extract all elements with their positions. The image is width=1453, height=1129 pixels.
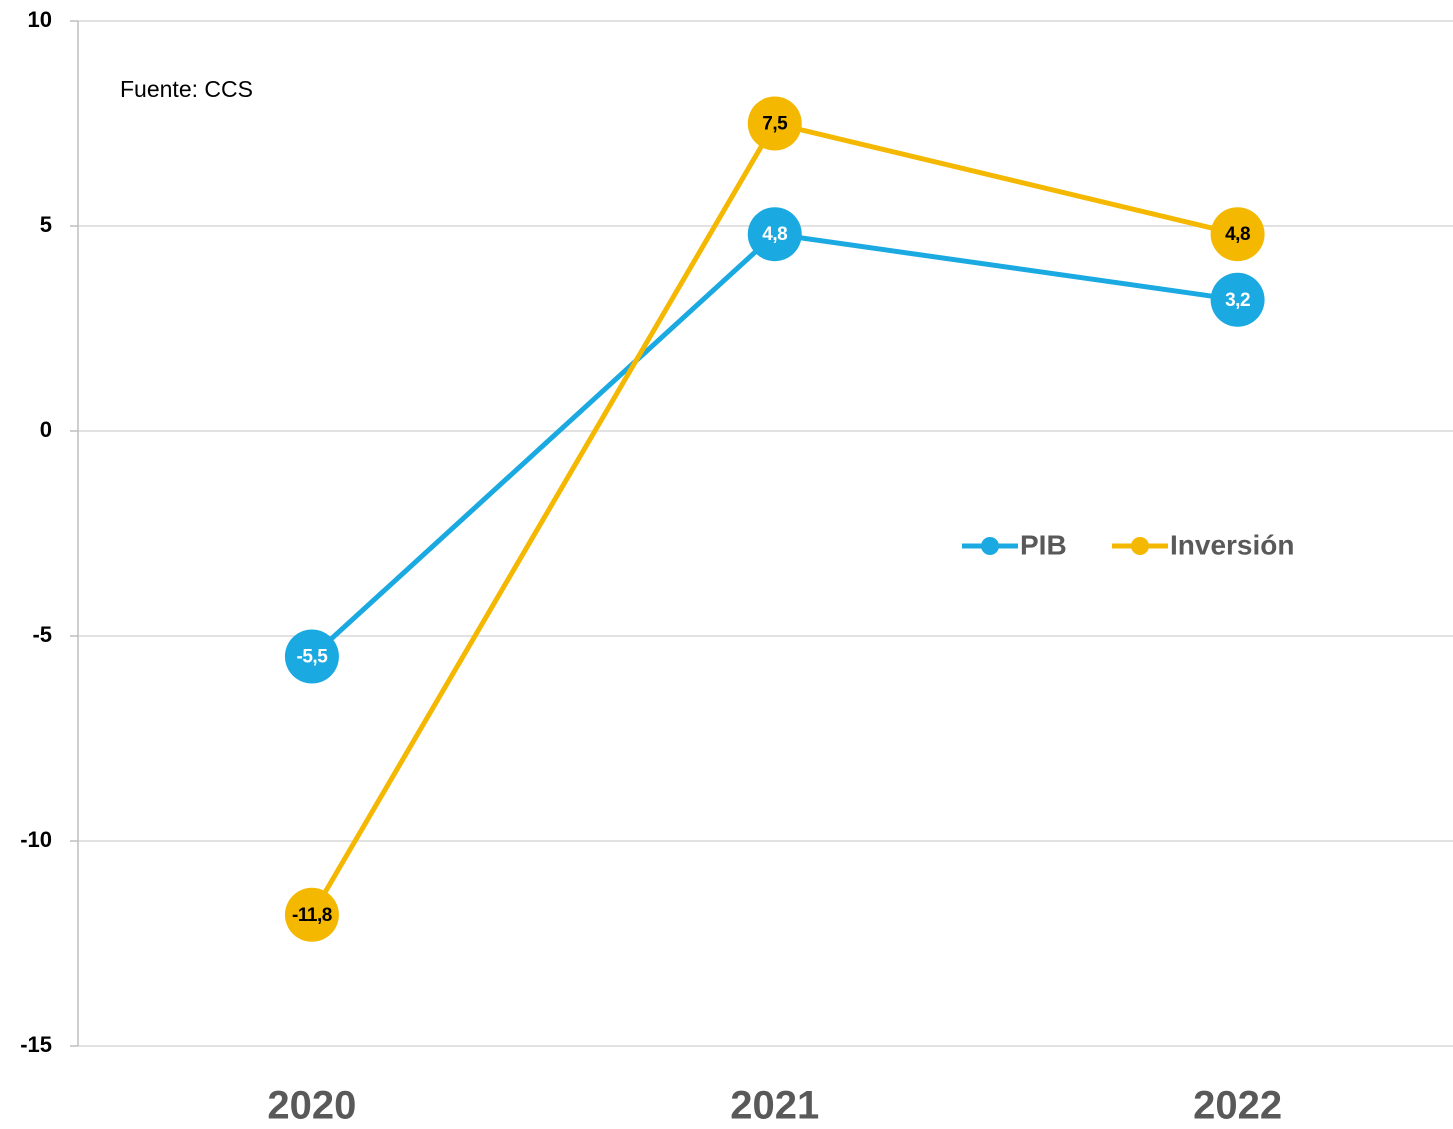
data-point [284, 887, 339, 942]
data-point [1210, 272, 1265, 327]
data-label: -11,8 [292, 905, 332, 926]
y-tick-label: 10 [28, 7, 52, 32]
y-tick-label: -5 [32, 622, 52, 647]
legend-marker [1131, 537, 1149, 555]
annotation: Fuente: CCS [120, 76, 253, 102]
legend-marker [981, 537, 999, 555]
y-tick-label: -15 [20, 1032, 52, 1057]
data-label: 4,8 [762, 224, 787, 245]
data-label: 7,5 [762, 114, 788, 135]
legend-label: Inversión [1170, 529, 1294, 560]
legend-label: PIB [1020, 529, 1067, 560]
y-tick-label: -10 [20, 827, 52, 852]
data-point [284, 629, 339, 684]
data-point [747, 96, 802, 151]
x-tick-label: 2021 [730, 1084, 819, 1128]
data-label: 4,8 [1225, 224, 1250, 245]
y-tick-label: 0 [40, 417, 52, 442]
data-label: 3,2 [1225, 290, 1250, 311]
y-tick-label: 5 [40, 212, 52, 237]
data-point [1210, 207, 1265, 262]
series-line [310, 231, 1238, 659]
x-tick-label: 2022 [1193, 1084, 1282, 1128]
data-point [747, 207, 802, 262]
x-tick-label: 2020 [267, 1084, 356, 1128]
data-label: -5,5 [297, 647, 329, 668]
